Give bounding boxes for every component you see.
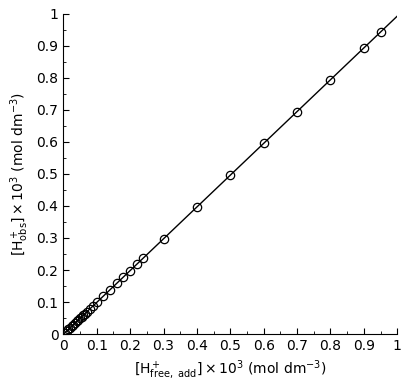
Y-axis label: $[\mathrm{H^+_{obs}}] \times 10^3\ \mathrm{(mol\ dm^{-3})}$: $[\mathrm{H^+_{obs}}] \times 10^3\ \math… (8, 92, 31, 256)
X-axis label: $[\mathrm{H^+_{free,\ add}}] \times 10^3\ \mathrm{(mol\ dm^{-3})}$: $[\mathrm{H^+_{free,\ add}}] \times 10^3… (134, 358, 326, 382)
